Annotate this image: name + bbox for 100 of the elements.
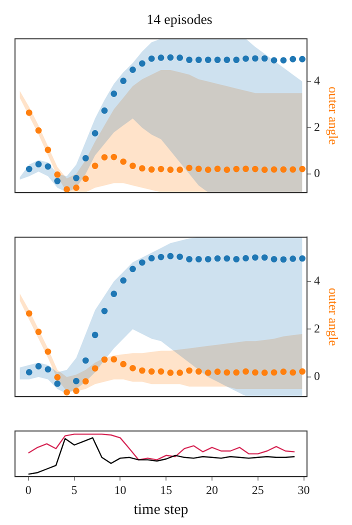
- point: [176, 54, 184, 61]
- point: [224, 255, 230, 262]
- point: [138, 165, 146, 172]
- point: [252, 166, 258, 172]
- point: [26, 369, 32, 376]
- point: [167, 252, 174, 260]
- point: [214, 368, 221, 375]
- y2-axis-title: outer angle: [326, 86, 341, 145]
- point: [167, 166, 174, 173]
- x-tick-label: 20: [206, 482, 218, 497]
- y2-tick-label: 2: [314, 120, 320, 134]
- point: [167, 370, 174, 376]
- point: [195, 56, 202, 64]
- point: [186, 367, 192, 374]
- point: [270, 57, 278, 64]
- point: [120, 277, 127, 284]
- point: [242, 166, 249, 172]
- point: [299, 255, 306, 262]
- point: [167, 54, 174, 61]
- point: [261, 370, 268, 376]
- point: [101, 107, 108, 114]
- point: [73, 388, 80, 394]
- x-tick-label: 15: [160, 482, 172, 497]
- point: [73, 184, 80, 191]
- point: [148, 55, 155, 62]
- y2-tick-label: 2: [314, 321, 320, 336]
- point: [44, 366, 52, 373]
- point: [130, 66, 136, 73]
- y2-tick-label: 4: [314, 274, 320, 288]
- point: [280, 368, 287, 375]
- point: [101, 154, 108, 160]
- point: [138, 60, 146, 67]
- point: [35, 363, 42, 370]
- y2-tick-label: 4: [314, 74, 320, 88]
- point: [26, 166, 32, 172]
- point: [242, 255, 249, 262]
- point: [270, 369, 278, 376]
- point: [120, 78, 127, 84]
- point: [280, 57, 287, 64]
- point: [35, 160, 42, 168]
- point: [214, 56, 221, 64]
- point: [280, 166, 287, 173]
- point: [270, 256, 278, 262]
- point: [148, 368, 155, 375]
- chart-title: 14 episodes: [146, 13, 212, 28]
- point: [101, 356, 108, 363]
- point: [110, 154, 118, 160]
- x-tick-label: 30: [298, 482, 310, 497]
- x-tick-label: 5: [71, 482, 78, 497]
- point: [73, 378, 80, 384]
- point: [110, 90, 118, 97]
- point: [290, 369, 296, 376]
- point: [204, 370, 212, 376]
- point: [233, 166, 240, 172]
- point: [195, 256, 202, 262]
- point: [195, 166, 202, 172]
- point: [158, 368, 164, 375]
- point: [101, 308, 108, 314]
- point: [290, 166, 296, 173]
- point: [242, 55, 249, 62]
- point: [44, 146, 52, 154]
- point: [92, 365, 98, 372]
- x-tick-label: 0: [25, 482, 32, 497]
- point: [64, 186, 70, 193]
- point: [270, 166, 278, 173]
- point: [120, 360, 127, 368]
- point: [299, 368, 306, 375]
- point: [214, 166, 221, 172]
- point: [26, 310, 32, 317]
- point: [290, 256, 296, 262]
- x-tick-label: 25: [252, 482, 264, 497]
- point: [176, 166, 184, 173]
- point: [158, 254, 164, 260]
- point: [110, 356, 118, 363]
- point: [130, 266, 136, 272]
- point: [158, 54, 164, 61]
- point: [138, 367, 146, 374]
- point: [176, 370, 184, 376]
- x-tick-label: 10: [114, 482, 126, 497]
- point: [148, 255, 155, 262]
- point: [148, 166, 155, 173]
- point: [92, 162, 98, 170]
- point: [35, 127, 42, 134]
- point: [26, 110, 32, 116]
- point: [252, 55, 258, 62]
- point: [252, 369, 258, 376]
- point: [110, 290, 118, 298]
- point: [261, 166, 268, 173]
- point: [186, 164, 192, 172]
- point: [214, 255, 221, 262]
- point: [120, 158, 127, 165]
- point: [186, 256, 192, 262]
- point: [204, 256, 212, 262]
- point: [252, 254, 258, 261]
- point: [261, 254, 268, 261]
- y2-tick-label: 0: [314, 166, 320, 180]
- point: [92, 130, 98, 136]
- point: [290, 56, 296, 62]
- point: [158, 166, 164, 172]
- point: [195, 368, 202, 375]
